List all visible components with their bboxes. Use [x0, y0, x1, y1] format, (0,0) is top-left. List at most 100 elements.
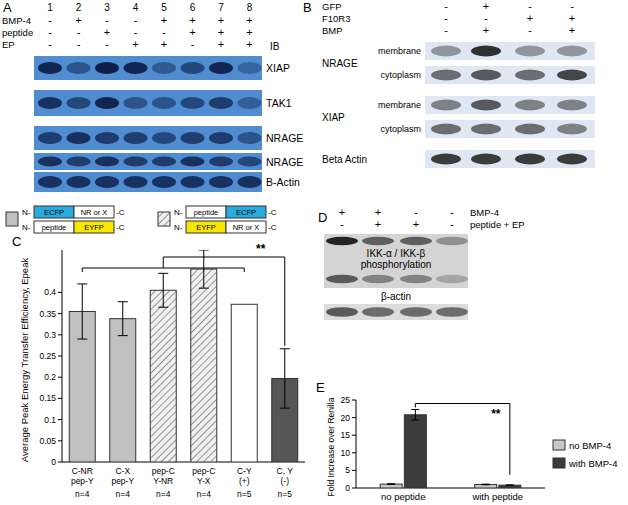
error-bar [118, 302, 128, 336]
y-tick-label: 0.05 [39, 436, 56, 446]
terminal: -C [268, 223, 277, 232]
condition-sign: - [528, 24, 532, 36]
panel-letter: B [303, 0, 312, 15]
y-tick [352, 400, 356, 401]
condition-sign: - [450, 206, 454, 218]
blot-band [557, 154, 587, 165]
condition-sign: - [340, 218, 344, 230]
y-tick [58, 419, 62, 420]
error-stem [415, 410, 416, 421]
blot-strip [34, 153, 262, 170]
blot-band [515, 154, 545, 165]
y-tick [352, 470, 356, 471]
blot-band [362, 275, 394, 283]
error-bar [199, 250, 209, 288]
error-cap [118, 301, 128, 302]
blot-band [95, 156, 119, 166]
condition-sign: - [444, 0, 448, 12]
error-cap [280, 348, 290, 349]
row-label: XIAP [266, 62, 290, 74]
panel-letter: A [3, 0, 12, 15]
terminal: N- [174, 223, 183, 232]
significance-bracket [415, 403, 510, 404]
error-cap [506, 484, 514, 485]
y-tick [352, 435, 356, 436]
blot-band [38, 176, 62, 188]
condition-label: F10R3 [322, 13, 351, 24]
error-cap [411, 409, 419, 410]
condition-label: BMP-4 [2, 15, 31, 26]
y-tick-label: 25 [341, 395, 351, 405]
blot-band [152, 62, 176, 74]
blot-band [181, 176, 205, 188]
label-line: C-Y [237, 466, 252, 476]
label-line: Y-NR [153, 476, 173, 486]
bar [191, 269, 217, 462]
blot-band [557, 46, 587, 57]
condition-sign: - [48, 14, 52, 26]
blot-band [95, 62, 119, 74]
bar [475, 484, 497, 488]
construct-label: peptide [42, 223, 67, 232]
condition-label: EP [2, 39, 15, 50]
legend-label: no BMP-4 [569, 440, 611, 451]
blot-strip [425, 66, 595, 84]
page: {"panels": [ {"letter": "A", "lane_numbe… [0, 0, 628, 505]
x-axis [62, 462, 305, 463]
terminal: N- [22, 223, 31, 232]
blot-band [362, 307, 394, 317]
lane-number: 7 [218, 2, 224, 13]
condition-sign: + [375, 206, 381, 218]
blot-band [181, 132, 205, 144]
terminal: N- [174, 208, 183, 217]
error-cap [411, 420, 419, 421]
error-bar [411, 410, 419, 421]
condition-sign: - [484, 12, 488, 24]
label-line: (-) [281, 476, 290, 486]
blot-strip [324, 234, 468, 288]
condition-sign: + [527, 12, 533, 24]
blot-band [181, 62, 205, 74]
construct-label: ECFP [236, 208, 256, 217]
sample-size: n=4 [116, 489, 131, 499]
blot-band [152, 156, 176, 166]
blot-band [181, 97, 205, 109]
error-stem [284, 349, 285, 408]
blot-strip [425, 96, 595, 114]
bar [380, 484, 402, 488]
blot-band [238, 156, 262, 166]
condition-sign: + [569, 24, 575, 36]
legend-swatch [158, 212, 170, 226]
condition-label: BMP-4 [470, 207, 499, 218]
row-label: NRAGE [266, 156, 303, 168]
lane-number: 4 [133, 2, 139, 13]
label-line: pep-C [152, 466, 175, 476]
sample-size: n=5 [237, 489, 252, 499]
blot-band [436, 307, 468, 317]
construct-box [34, 206, 74, 218]
fraction-label: cytoplasm [380, 70, 421, 80]
condition-sign: - [77, 26, 81, 38]
error-cap [387, 484, 395, 485]
blot-band [431, 124, 461, 135]
construct-box [74, 221, 114, 233]
construct-label: NR or X [233, 223, 260, 232]
fraction-label: membrane [378, 46, 421, 56]
blot-band [67, 62, 91, 74]
y-axis-label: Average Peak Energy Transfer Efficiency,… [19, 258, 30, 463]
blot-band [181, 156, 205, 166]
condition-sign: - [414, 206, 418, 218]
y-tick-label: 0.15 [39, 393, 56, 403]
significance-bracket [244, 268, 245, 272]
y-tick [58, 334, 62, 335]
blot-band [67, 156, 91, 166]
blot-band [95, 176, 119, 188]
blot-band [124, 132, 148, 144]
lane-number: 3 [104, 2, 110, 13]
fraction-label: membrane [378, 100, 421, 110]
blot-band [436, 275, 468, 283]
error-bar [77, 284, 87, 339]
construct-label: NR or X [81, 208, 108, 217]
error-cap [199, 250, 209, 251]
error-stem [203, 250, 204, 288]
